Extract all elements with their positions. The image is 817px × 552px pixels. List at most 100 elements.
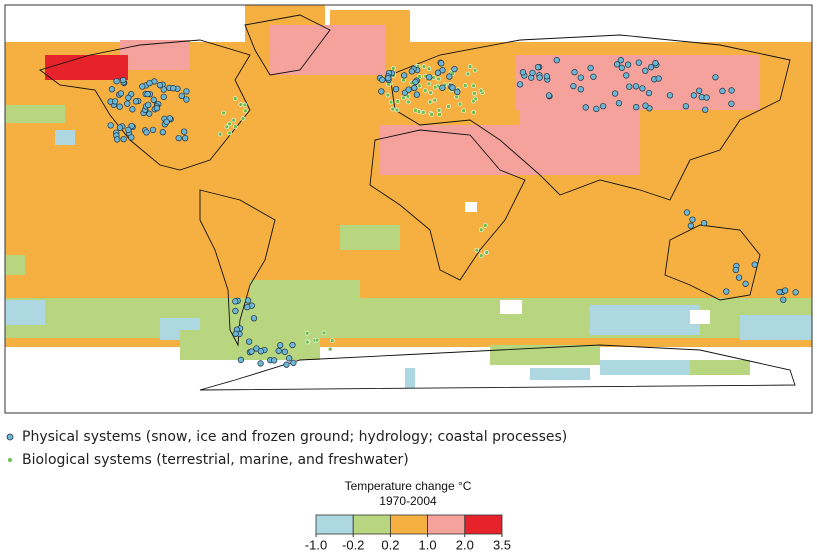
observation-dot <box>257 360 264 367</box>
observation-dot <box>478 88 484 94</box>
observation-dot <box>426 66 432 72</box>
cell-block <box>600 360 690 375</box>
observation-dot <box>232 96 238 101</box>
legend: Physical systems (snow, ice and frozen g… <box>6 429 567 468</box>
observation-dot <box>465 71 471 77</box>
observation-dot <box>417 83 422 89</box>
observation-dot <box>690 92 697 99</box>
cell-block <box>120 40 190 70</box>
observation-dot <box>553 56 560 64</box>
observation-dot <box>462 83 468 88</box>
observation-dot <box>180 128 188 135</box>
observation-dot <box>116 103 123 110</box>
cell-block <box>5 255 25 275</box>
colorbar-subtitle: 1970-2004 <box>379 494 437 508</box>
observation-dot <box>577 86 584 93</box>
observation-dot <box>577 74 584 81</box>
observation-dot <box>183 88 190 95</box>
cell-block <box>45 55 128 80</box>
observation-dot <box>125 94 132 101</box>
observation-dot <box>624 61 632 68</box>
observation-dot <box>170 85 177 92</box>
observation-dot <box>111 98 119 105</box>
observation-dot <box>232 330 239 337</box>
observation-dot <box>304 330 310 336</box>
observation-dot <box>412 78 419 86</box>
observation-dot <box>780 296 787 303</box>
observation-dot <box>181 135 189 142</box>
observation-dot <box>237 356 245 364</box>
colorbar-segment <box>389 514 428 535</box>
observation-dot <box>124 100 131 107</box>
observation-dot <box>432 97 438 103</box>
observation-dot <box>224 124 230 130</box>
observation-dot <box>107 122 114 129</box>
observation-dot <box>451 66 458 73</box>
cell-block <box>530 368 590 380</box>
legend-marker <box>6 433 14 441</box>
observation-dot <box>582 104 589 111</box>
observation-dot <box>386 82 391 87</box>
cell-block <box>380 125 540 175</box>
observation-dot <box>231 117 237 123</box>
observation-dot <box>420 109 426 115</box>
observation-dot <box>613 61 621 68</box>
observation-dot <box>329 338 335 343</box>
observation-dot <box>145 101 152 109</box>
observation-dot <box>570 82 577 90</box>
observation-dot <box>593 105 600 113</box>
observation-dot <box>400 72 408 79</box>
observation-dot <box>461 108 467 114</box>
observation-dot <box>792 289 799 296</box>
map-frame <box>4 4 813 414</box>
observation-dot <box>146 79 153 87</box>
observation-dot <box>413 91 420 98</box>
observation-dot <box>516 81 524 88</box>
observation-dot <box>156 82 164 89</box>
observation-dot <box>149 126 157 133</box>
observation-dot <box>160 86 167 93</box>
observation-dot <box>390 106 396 112</box>
observation-dots <box>107 56 799 368</box>
observation-dot <box>392 85 400 93</box>
observation-dot <box>422 88 428 93</box>
observation-dot <box>751 261 758 268</box>
observation-dot <box>472 91 477 96</box>
cell-block <box>500 300 522 314</box>
observation-dot <box>436 76 441 82</box>
observation-dot <box>183 96 190 103</box>
observation-dot <box>635 59 643 66</box>
cell-block <box>690 310 710 324</box>
observation-dot <box>482 223 488 228</box>
observation-dot <box>401 77 406 83</box>
observation-dot <box>470 98 476 104</box>
observation-dot <box>702 106 709 113</box>
observation-dot <box>248 348 255 355</box>
observation-dot <box>421 64 427 69</box>
observation-dot <box>283 361 290 368</box>
observation-dot <box>454 94 459 100</box>
observation-dot <box>587 64 594 72</box>
observation-dot <box>270 357 278 364</box>
observation-dot <box>599 102 607 110</box>
legend-label: Biological systems (terrestrial, marine,… <box>22 452 409 468</box>
observation-dot <box>534 64 542 71</box>
observation-dot <box>712 74 719 81</box>
cell-block <box>55 130 75 145</box>
observation-dot <box>290 359 297 367</box>
observation-dot <box>253 345 260 352</box>
observation-dot <box>732 266 739 274</box>
colorbar-segment <box>315 514 354 535</box>
observation-dot <box>144 91 151 98</box>
observation-dot <box>388 99 394 105</box>
observation-dot <box>108 86 116 93</box>
observation-dot <box>742 280 749 287</box>
observation-dot <box>484 250 490 255</box>
observation-dot <box>647 64 655 71</box>
observation-dot <box>232 298 239 305</box>
observation-dot <box>782 287 789 294</box>
observation-dot <box>446 104 451 109</box>
colorbar-tick-label: 1.0 <box>419 537 437 552</box>
observation-dot <box>244 297 252 304</box>
observation-dot <box>642 67 649 74</box>
